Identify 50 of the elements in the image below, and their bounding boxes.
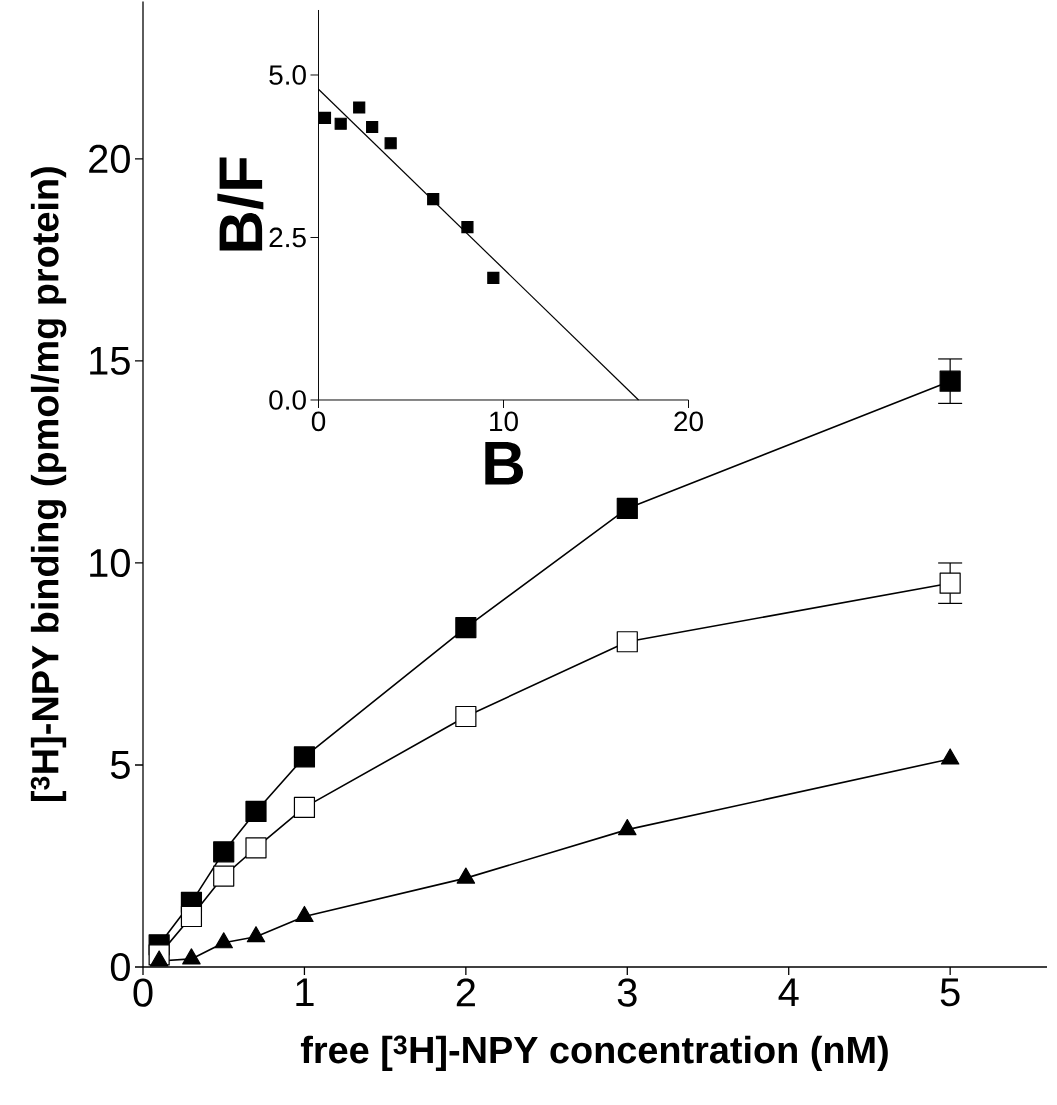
point [353, 101, 366, 114]
y-tick-label: 0.0 [269, 390, 306, 410]
point [182, 948, 201, 965]
point [318, 111, 332, 124]
x-tick-label: 5 [940, 978, 960, 1007]
point [213, 841, 235, 863]
point [940, 748, 960, 765]
point [616, 631, 638, 653]
point [245, 800, 267, 823]
point [214, 932, 233, 949]
point [213, 865, 235, 887]
point [939, 572, 961, 594]
x-tick-label: 10 [490, 411, 518, 432]
y-tick-label: 20 [89, 144, 130, 174]
point [455, 705, 477, 728]
point [149, 950, 169, 967]
y-tick-label: 5.0 [269, 65, 306, 85]
point [456, 867, 476, 884]
point [293, 796, 316, 819]
x-tick-label: 20 [674, 411, 703, 432]
x-axis-title: B [485, 442, 523, 485]
point [245, 837, 267, 859]
y-tick-label: 15 [90, 347, 130, 375]
point [293, 746, 316, 768]
point [939, 370, 961, 392]
point [616, 497, 638, 520]
point [384, 137, 397, 150]
point [487, 271, 500, 284]
x-axis-title: free [$^{3}$H]-NPY concentration (nM) [300, 1035, 888, 1071]
x-tick-label: 3 [617, 978, 637, 1007]
y-tick-label: 10 [90, 548, 130, 578]
point [295, 905, 314, 923]
x-tick-label: 0 [311, 411, 326, 432]
point [461, 220, 474, 234]
y-axis-title: [$^{3}$H]-NPY binding (pmol/mg protein) [30, 167, 67, 801]
point [246, 926, 266, 943]
x-tick-label: 2 [456, 978, 475, 1007]
point [455, 617, 477, 639]
y-tick-label: 2.5 [269, 227, 306, 248]
point [618, 819, 637, 836]
point [366, 120, 379, 134]
y-tick-label: 0 [110, 952, 130, 982]
y-axis-title: B/F [217, 157, 264, 251]
x-tick-label: 0 [133, 978, 153, 1007]
y-tick-label: 5 [110, 751, 130, 779]
point [180, 905, 203, 928]
point [427, 193, 440, 206]
point [334, 117, 347, 130]
x-tick-label: 4 [778, 978, 799, 1006]
x-tick-label: 1 [296, 978, 314, 1006]
